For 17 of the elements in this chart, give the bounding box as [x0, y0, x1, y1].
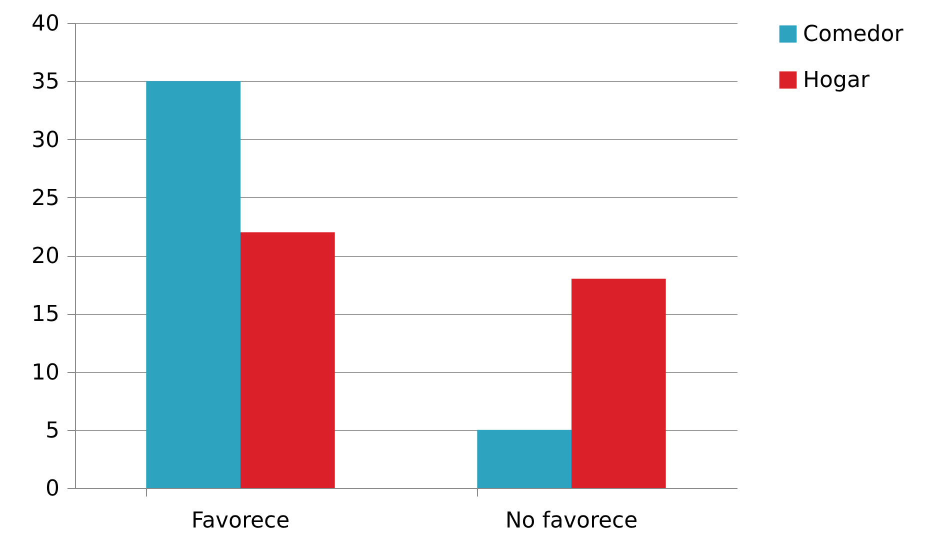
bar — [240, 232, 335, 488]
y-tick-label: 40 — [32, 12, 60, 36]
bar — [146, 81, 240, 488]
legend-label: Hogar — [803, 68, 870, 93]
y-tick-label: 30 — [32, 128, 60, 153]
y-tick-label: 35 — [32, 70, 60, 95]
y-tick-label: 25 — [32, 186, 60, 211]
bar — [477, 430, 572, 488]
y-tick-label: 20 — [32, 244, 60, 269]
y-tick-label: 10 — [32, 360, 60, 386]
y-tick-label: 5 — [46, 418, 60, 444]
y-tick-label: 0 — [46, 476, 60, 502]
y-tick-label: 15 — [32, 302, 60, 328]
x-tick-label: Favorece — [191, 508, 290, 534]
bar — [572, 278, 666, 488]
x-tick-label: No favorece — [505, 508, 638, 534]
legend-label: Comedor — [803, 22, 904, 47]
